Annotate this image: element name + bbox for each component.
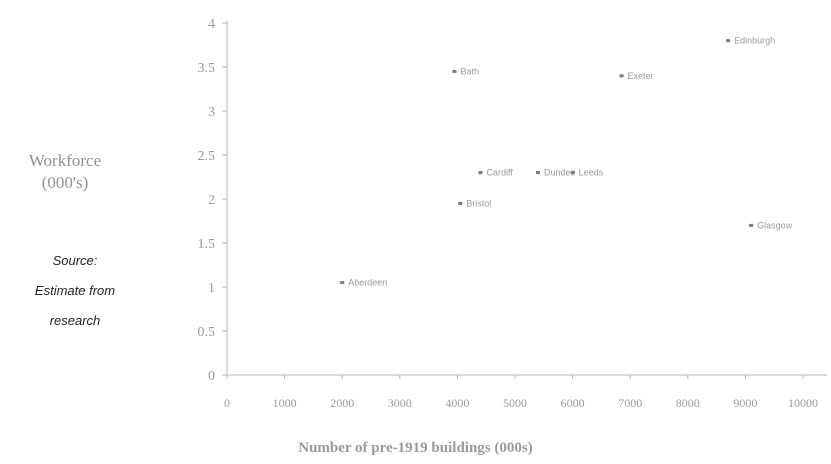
x-axis-label: Number of pre-1919 buildings (000s): [298, 440, 533, 456]
x-tick-label: 3000: [388, 396, 412, 410]
y-tick-label: 1: [208, 281, 215, 296]
data-point-label: Dundee: [544, 168, 576, 178]
source-note-line-1: Source:: [52, 253, 98, 268]
y-tick-label: 0: [208, 369, 215, 384]
data-point-marker: [619, 74, 624, 78]
data-point-marker: [458, 201, 463, 205]
data-point-label: Glasgow: [757, 220, 793, 230]
data-point-marker: [536, 171, 541, 175]
y-tick-label: 0.5: [198, 325, 216, 340]
chart-axes: [222, 21, 827, 379]
x-tick-label: 9000: [733, 396, 757, 410]
data-point-label: Bristol: [466, 198, 491, 208]
source-note-line-3: research: [49, 313, 101, 328]
x-tick-label: 5000: [503, 396, 527, 410]
y-tick-label: 3.5: [198, 61, 216, 76]
x-tick-label: 1000: [273, 396, 297, 410]
data-point-label: Edinburgh: [734, 36, 775, 46]
x-tick-label: 8000: [676, 396, 700, 410]
y-tick-label: 3: [208, 105, 215, 120]
data-point-label: Aberdeen: [348, 278, 387, 288]
data-point-marker: [570, 171, 575, 175]
tick-labels: 0 0.5 1 1.5 2 2.5 3 3.5 4 0 1000 2000 3000 4000 5000 60…: [198, 17, 819, 410]
data-point-label: Bath: [461, 66, 480, 76]
y-tick-label: 2: [208, 193, 215, 208]
data-point-marker: [340, 281, 345, 285]
x-tick-label: 2000: [330, 396, 354, 410]
x-tick-label: 0: [224, 396, 230, 410]
data-point-marker: [726, 39, 731, 43]
data-point-marker: [452, 69, 457, 73]
y-tick-label: 1.5: [198, 237, 216, 252]
y-axis-label: Workforce (000's): [0, 150, 130, 194]
data-point-marker: [478, 171, 483, 175]
y-tick-label: 4: [208, 17, 215, 32]
x-tick-label: 10000: [788, 396, 818, 410]
x-tick-label: 4000: [445, 396, 469, 410]
data-point-marker: [749, 223, 754, 227]
data-point-label: Cardiff: [486, 168, 513, 178]
x-tick-label: 7000: [618, 396, 642, 410]
data-point-label: Leeds: [579, 168, 604, 178]
y-tick-label: 2.5: [198, 149, 216, 164]
source-note-line-2: Estimate from: [34, 283, 116, 298]
data-points: Aberdeen Bath Bristol Cardiff Dundee Leeds Exe…: [340, 36, 793, 288]
x-tick-label: 6000: [561, 396, 585, 410]
y-axis-label-line-1: Workforce: [28, 151, 102, 170]
data-point-label: Exeter: [628, 71, 654, 81]
y-axis-label-line-2: (000's): [41, 173, 89, 192]
source-note: Source: Estimate from research: [0, 246, 150, 336]
